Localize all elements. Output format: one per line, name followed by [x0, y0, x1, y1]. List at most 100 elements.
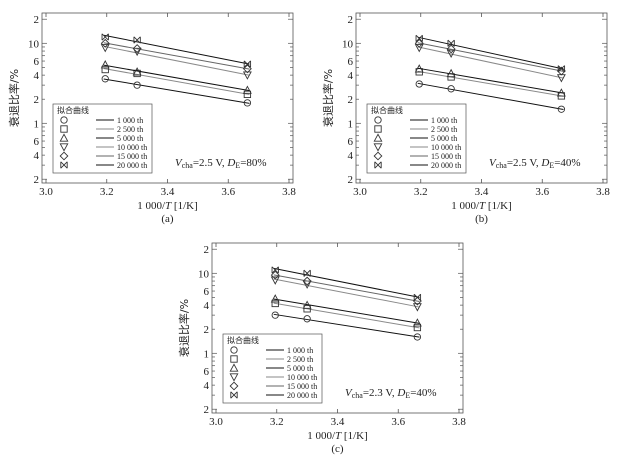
- x-tick-label: 3.0: [209, 416, 223, 428]
- legend-title: 拟合曲线: [227, 335, 259, 345]
- legend-label: 5 000 th: [287, 364, 313, 373]
- data-point-triangle-down: [270, 276, 280, 285]
- data-point-diamond: [132, 44, 142, 53]
- condition-annotation: Vcha=2.5 V, DE=40%: [489, 157, 581, 170]
- data-point-square: [413, 323, 422, 332]
- legend-marker-bowtie: [230, 391, 238, 399]
- y-tick-label: 2: [204, 324, 210, 336]
- x-tick-label: 3.8: [282, 186, 296, 198]
- chart-panel-c: 3.0 3.2 3.4 3.6 3.8 2 10 6 4 2 1 6 4 2 1 000/T [1/K](c…: [177, 242, 466, 455]
- annotation-part: E: [549, 161, 554, 170]
- x-axis-label-var: T: [479, 200, 486, 212]
- series-5000th: [270, 294, 422, 327]
- annotation-part: E: [235, 161, 240, 170]
- data-point-triangle-up: [132, 67, 142, 76]
- data-point-triangle-up: [414, 64, 424, 73]
- y-tick-label: 2: [348, 174, 354, 186]
- x-axis-label: 1 000/T [1/K]: [451, 200, 512, 212]
- data-point-triangle-down: [100, 44, 110, 53]
- legend-label: 20 000 th: [431, 161, 461, 170]
- y-tick-label: 1: [204, 348, 210, 360]
- data-point-bowtie: [101, 33, 109, 41]
- x-axis-label-prefix: 1 000/: [451, 200, 480, 212]
- series-20000th: [415, 34, 566, 73]
- series-15000th: [270, 270, 422, 306]
- legend-marker-diamond: [59, 151, 69, 161]
- data-point-bowtie: [303, 269, 311, 277]
- series-1000th: [415, 80, 566, 113]
- x-tick-label: 3.2: [270, 416, 284, 428]
- y-tick-label: 1: [348, 118, 354, 130]
- data-point-bowtie: [271, 266, 279, 274]
- legend-label: 5 000 th: [431, 134, 457, 143]
- data-point-triangle-up: [556, 88, 566, 97]
- chart-panel-b: 3.0 3.2 3.4 3.6 3.8 2 10 6 4 2 1 6 4 2 1 000/T [1/K](b…: [321, 12, 610, 225]
- fit-line: [103, 64, 250, 92]
- legend-title: 拟合曲线: [371, 105, 403, 115]
- x-tick-label: 3.8: [596, 186, 610, 198]
- legend-marker-triangle-down: [229, 373, 239, 382]
- y-tick-label: 6: [348, 136, 354, 148]
- y-tick-label: 10: [28, 38, 40, 50]
- annotation-part: D: [396, 387, 405, 399]
- data-point-triangle-down: [446, 49, 456, 58]
- data-point-diamond: [302, 276, 312, 286]
- legend-marker-triangle-down: [59, 143, 69, 152]
- annotation-part: D: [540, 157, 549, 169]
- legend-label: 2 500 th: [431, 125, 457, 134]
- data-point-diamond: [100, 38, 110, 48]
- y-tick-label: 4: [34, 70, 40, 82]
- y-tick-label: 10: [342, 38, 354, 50]
- annotation-part: E: [405, 391, 410, 400]
- y-tick-label: 4: [204, 380, 210, 392]
- fit-line: [103, 42, 250, 70]
- data-point-triangle-up: [242, 85, 252, 94]
- annotation-part: =2.5 V,: [507, 157, 542, 169]
- series-5000th: [100, 60, 252, 94]
- legend-marker-triangle-down: [373, 143, 383, 152]
- legend-label: 20 000 th: [287, 391, 317, 400]
- legend-label: 15 000 th: [117, 152, 147, 161]
- y-tick-label: 4: [204, 300, 210, 312]
- data-point-bowtie: [133, 36, 141, 44]
- data-point-bowtie: [447, 39, 455, 47]
- legend-label: 1 000 th: [431, 116, 457, 125]
- x-tick-label: 3.6: [391, 416, 405, 428]
- x-axis-label-suffix: [1/K]: [341, 430, 368, 442]
- annotation-part: =40%: [410, 387, 436, 399]
- condition-annotation: Vcha=2.3 V, DE=40%: [345, 387, 437, 400]
- data-point-circle: [101, 75, 109, 83]
- data-point-square: [101, 65, 109, 74]
- data-point-triangle-down: [132, 47, 142, 57]
- x-tick-label: 3.4: [331, 416, 345, 428]
- legend-label: 10 000 th: [117, 143, 147, 152]
- data-point-triangle-up: [270, 294, 280, 303]
- x-axis-label-prefix: 1 000/: [137, 200, 166, 212]
- y-tick-label: 6: [204, 366, 210, 378]
- y-tick-label: 2: [34, 14, 40, 26]
- legend-marker-triangle-up: [373, 133, 383, 142]
- series-15000th: [414, 38, 566, 76]
- annotation-part: D: [226, 157, 235, 169]
- series-5000th: [414, 64, 566, 97]
- legend-label: 5 000 th: [117, 134, 143, 143]
- fit-line: [417, 46, 564, 79]
- data-point-bowtie: [413, 293, 422, 301]
- legend-marker-triangle-up: [59, 133, 69, 142]
- x-axis-label-var: T: [335, 430, 342, 442]
- x-tick-label: 3.2: [100, 186, 114, 198]
- legend-label: 15 000 th: [431, 152, 461, 161]
- series-1000th: [271, 311, 422, 341]
- data-point-circle: [413, 333, 422, 341]
- series-15000th: [100, 38, 252, 74]
- data-point-triangle-up: [412, 318, 422, 327]
- legend-label: 2 500 th: [287, 355, 313, 364]
- series-10000th: [270, 276, 422, 312]
- data-point-diamond: [270, 270, 280, 280]
- fit-line: [273, 313, 420, 338]
- data-point-diamond: [556, 66, 566, 76]
- y-tick-label: 2: [204, 404, 210, 416]
